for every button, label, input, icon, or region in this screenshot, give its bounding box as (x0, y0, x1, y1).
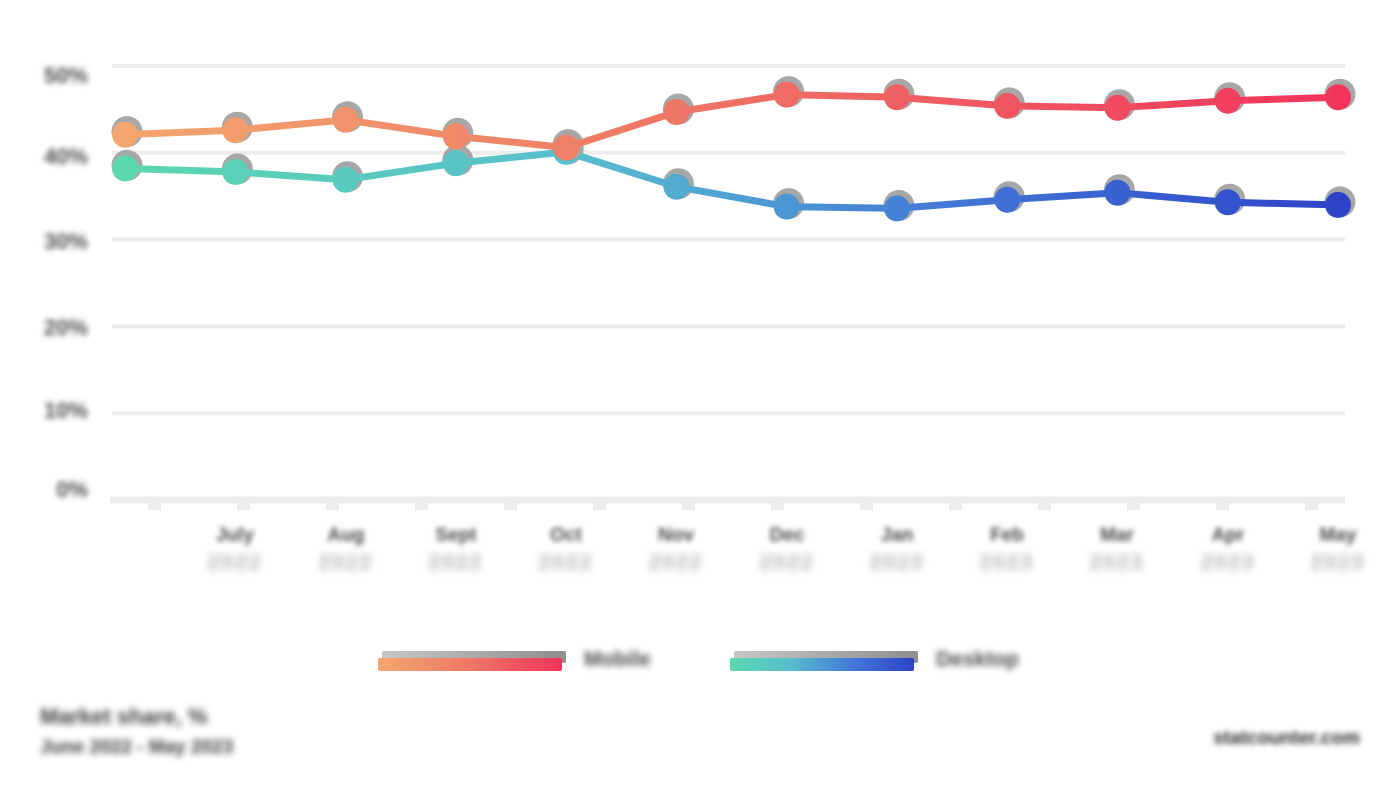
data-point-mobile (994, 92, 1021, 119)
legend-item-mobile: Mobile (378, 646, 651, 672)
x-axis-tick-label: Jan 2023 (837, 524, 957, 576)
legend-label-desktop: Desktop (936, 648, 1019, 671)
legend-item-desktop: Desktop (730, 646, 1019, 672)
x-label-year: 2023 (1089, 551, 1145, 574)
x-label-month: May (1319, 525, 1357, 546)
x-axis-tick-label: Dec 2022 (727, 524, 847, 576)
legend-gradient-swatch-desktop (730, 650, 918, 671)
legend-gradient-swatch-mobile (378, 650, 566, 671)
x-axis-tick (1305, 500, 1318, 510)
x-axis-tick (860, 500, 873, 510)
x-axis-tick-label: Apr 2023 (1168, 524, 1288, 576)
x-axis-tick (1127, 500, 1140, 510)
x-label-year: 2022 (428, 551, 484, 574)
legend-bar-mobile (378, 657, 562, 671)
x-label-month: Apr (1211, 525, 1245, 546)
x-label-month: Sept (435, 525, 477, 546)
data-point-mobile (112, 121, 138, 148)
x-axis-tick-label: Aug 2022 (286, 524, 406, 576)
x-axis-tick (237, 500, 250, 510)
y-axis-tick-label: 40% (43, 144, 88, 169)
data-point-desktop (1214, 189, 1241, 216)
data-point-mobile (1104, 94, 1131, 121)
x-axis-tick (504, 500, 517, 510)
x-axis-tick-label: Oct 2022 (506, 524, 626, 576)
x-axis-tick-label: May 2023 (1278, 524, 1398, 576)
x-axis-tick (415, 500, 428, 510)
x-label-year: 2022 (207, 551, 263, 574)
x-label-year: 2022 (318, 551, 374, 574)
data-point-desktop (442, 150, 469, 177)
x-axis-tick (593, 500, 606, 510)
data-point-desktop (994, 186, 1021, 213)
x-label-year: 2023 (1310, 551, 1366, 574)
data-point-desktop (222, 158, 249, 185)
source-credit: statcounter.com (1213, 728, 1360, 749)
x-axis-tick (949, 500, 962, 510)
x-label-year: 2023 (979, 551, 1035, 574)
legend-label-mobile: Mobile (584, 648, 651, 671)
data-point-desktop (332, 166, 359, 193)
y-axis-tick-label: 10% (43, 398, 88, 423)
x-axis-tick-label: Nov 2022 (616, 524, 736, 576)
x-axis-tick (1038, 500, 1051, 510)
data-point-desktop (663, 173, 690, 200)
data-point-mobile (332, 106, 359, 133)
x-axis-tick (682, 500, 695, 510)
x-axis-tick-label: Feb 2023 (947, 524, 1067, 576)
x-axis-tick-label: Sept 2022 (396, 524, 516, 576)
chart-title-block: Market share, % June 2022 - May 2023 (40, 700, 233, 762)
x-axis-tick-label: Mar 2023 (1057, 524, 1177, 576)
x-label-month: July (215, 525, 255, 546)
y-axis-tick-label: 20% (43, 315, 88, 340)
data-point-mobile (553, 134, 580, 161)
x-axis-tick (148, 500, 161, 510)
x-label-month: Dec (769, 525, 805, 546)
data-point-desktop (883, 195, 910, 222)
series-line-desktop (121, 148, 1342, 212)
x-label-month: Mar (1100, 525, 1134, 546)
x-axis-tick (1216, 500, 1229, 510)
series-line-mobile (121, 91, 1342, 152)
x-label-month: Oct (550, 525, 582, 546)
x-label-year: 2022 (648, 551, 704, 574)
x-label-year: 2023 (1200, 551, 1256, 574)
x-axis-tick (771, 500, 784, 510)
x-label-year: 2023 (869, 551, 925, 574)
chart-title: Market share, % (40, 704, 208, 729)
data-point-mobile (442, 123, 469, 150)
series-mobile (111, 76, 1356, 161)
data-point-desktop (112, 155, 138, 182)
y-axis-tick-label: 0% (56, 477, 88, 502)
x-label-year: 2022 (759, 551, 815, 574)
data-point-desktop (1325, 191, 1351, 218)
y-axis-tick-label: 30% (43, 229, 88, 254)
x-label-month: Feb (990, 525, 1024, 546)
x-axis-tick (326, 500, 339, 510)
data-point-mobile (883, 84, 910, 111)
chart-subtitle: June 2022 - May 2023 (40, 737, 234, 758)
data-point-mobile (1214, 87, 1241, 114)
x-label-month: Nov (658, 525, 694, 546)
data-point-mobile (1325, 84, 1351, 111)
x-axis-tick-label: July 2022 (175, 524, 295, 576)
data-point-mobile (222, 117, 249, 144)
data-point-desktop (1104, 179, 1131, 206)
series-desktop (111, 133, 1356, 222)
legend-bar-desktop (730, 657, 914, 671)
y-axis-tick-label: 50% (43, 63, 88, 88)
data-point-mobile (773, 81, 800, 108)
data-point-desktop (773, 193, 800, 220)
x-label-month: Aug (327, 525, 365, 546)
data-point-mobile (663, 99, 690, 125)
x-label-year: 2022 (538, 551, 594, 574)
x-label-month: Jan (880, 525, 914, 546)
